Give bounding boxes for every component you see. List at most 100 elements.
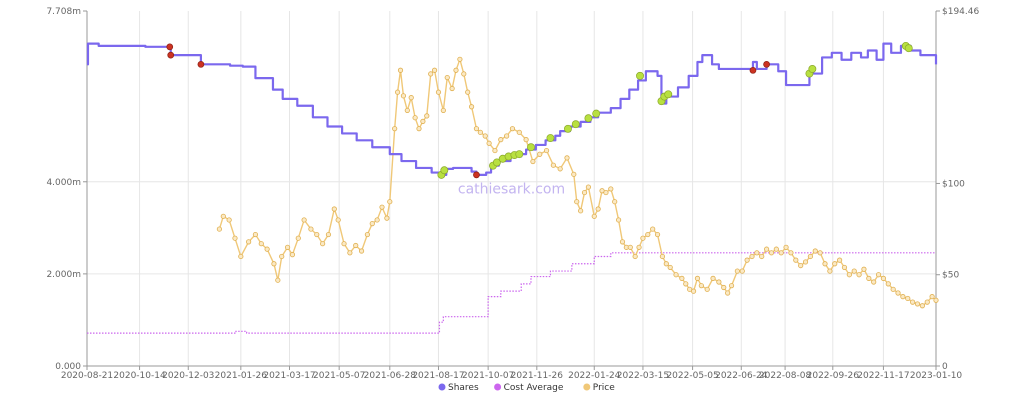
price-point xyxy=(802,259,809,265)
legend-label-cost_average: Cost Average xyxy=(504,383,564,393)
price-point xyxy=(768,250,775,256)
y-left-tick-label: 4.000m xyxy=(46,178,81,188)
x-tick-label: 2021-05-07 xyxy=(313,371,365,381)
price-point xyxy=(404,107,410,114)
price-point xyxy=(424,113,430,119)
axes xyxy=(86,11,937,367)
x-tick-label: 2022-01-24 xyxy=(568,371,621,381)
price-point xyxy=(364,231,370,238)
price-point xyxy=(754,250,760,256)
price-point xyxy=(440,107,446,114)
sell-marker xyxy=(197,60,205,68)
price-point xyxy=(603,189,609,196)
price-point xyxy=(933,297,939,303)
x-tick-label: 2021-08-17 xyxy=(412,371,464,381)
price-point xyxy=(919,303,925,309)
price-point xyxy=(504,133,510,139)
x-tick-label: 2020-08-21 xyxy=(61,371,113,381)
sell-marker xyxy=(749,66,757,74)
price-point xyxy=(783,244,789,250)
y-left-tick-label: 2.000m xyxy=(46,270,81,280)
price-point xyxy=(612,199,618,205)
price-point xyxy=(654,231,661,238)
price-point xyxy=(420,118,426,124)
price-point xyxy=(866,275,872,281)
price-point xyxy=(435,89,442,95)
buy-marker xyxy=(571,120,580,129)
price-point xyxy=(387,199,393,205)
price-point xyxy=(659,253,666,260)
price-point xyxy=(837,257,843,263)
price-point xyxy=(275,277,281,283)
buy-marker xyxy=(492,158,501,167)
price-line xyxy=(218,56,937,307)
price-point xyxy=(564,155,570,161)
x-tick-label: 2023-01-10 xyxy=(910,371,963,381)
price-point xyxy=(728,283,735,289)
price-point xyxy=(875,272,882,278)
sell-marker xyxy=(763,60,770,68)
price-point xyxy=(914,301,921,307)
price-point xyxy=(574,199,580,205)
x-tick-label: 2021-10-07 xyxy=(462,371,514,381)
y-left-tick-label: 0.000 xyxy=(55,362,81,372)
buy-marker xyxy=(808,64,817,73)
price-point xyxy=(645,231,651,238)
price-point xyxy=(900,294,906,300)
price-point xyxy=(473,126,480,132)
price-point xyxy=(428,71,434,77)
price-point xyxy=(461,71,467,77)
price-point xyxy=(516,129,522,135)
price-point xyxy=(523,137,529,143)
buy-marker xyxy=(584,114,593,123)
sell-marker xyxy=(473,171,480,179)
price-point xyxy=(627,244,633,250)
price-point xyxy=(457,56,463,62)
price-point xyxy=(581,189,588,196)
y-right-tick-label: $100 xyxy=(942,179,965,189)
y-right-tick-label: $50 xyxy=(942,271,959,281)
sell-marker xyxy=(166,43,174,51)
price-point xyxy=(905,295,911,302)
price-point xyxy=(817,250,823,256)
price-point xyxy=(807,253,814,260)
price-point xyxy=(827,268,833,274)
x-tick-label: 2022-09-26 xyxy=(807,371,860,381)
price-point xyxy=(851,268,857,274)
price-point xyxy=(650,226,656,232)
price-point xyxy=(725,290,731,296)
legend: Shares Cost Average Price xyxy=(438,383,615,393)
x-tick-label: 2022-11-17 xyxy=(857,371,909,381)
grid xyxy=(87,11,936,366)
price-point xyxy=(374,217,380,223)
price-point xyxy=(734,268,740,274)
price-point xyxy=(663,261,669,267)
price-point xyxy=(721,284,727,291)
price-point xyxy=(271,261,277,267)
price-point xyxy=(788,250,794,256)
price-point xyxy=(585,184,592,190)
cost-average-line xyxy=(87,252,936,334)
legend-swatch-cost_average xyxy=(494,383,502,391)
x-tick-label: 2021-03-17 xyxy=(263,371,315,381)
buy-marker xyxy=(664,90,673,99)
price-point xyxy=(763,246,770,252)
price-point xyxy=(683,281,689,287)
price-point xyxy=(509,126,516,132)
price-point xyxy=(812,248,818,254)
price-point xyxy=(640,235,646,241)
price-point xyxy=(778,250,784,256)
price-point xyxy=(400,93,407,99)
price-point xyxy=(308,226,314,232)
x-tick-label: 2020-12-03 xyxy=(162,371,214,381)
price-point xyxy=(449,85,455,92)
price-point xyxy=(739,268,745,274)
price-point xyxy=(284,244,291,250)
price-point xyxy=(358,248,365,254)
price-point xyxy=(353,242,359,249)
price-point xyxy=(543,147,550,154)
price-point xyxy=(279,253,285,260)
price-point xyxy=(238,253,244,260)
price-point xyxy=(861,266,867,272)
price-point xyxy=(453,67,459,73)
